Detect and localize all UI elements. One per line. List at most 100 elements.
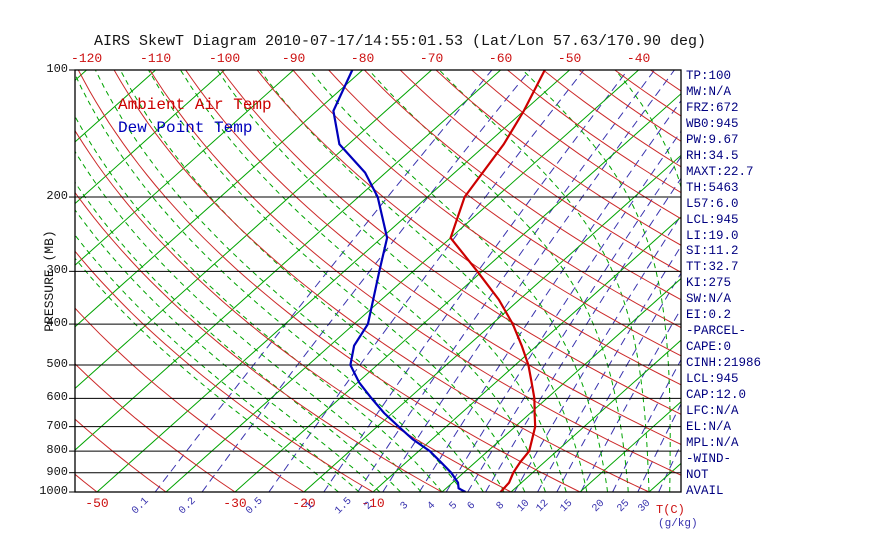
- pressure-tick-label: 300: [46, 263, 68, 278]
- isotherm-line: [75, 70, 432, 390]
- mixing-ratio-line: [445, 130, 681, 492]
- mixing-ratio-line: [201, 70, 531, 492]
- dry-adiabat-lines: [75, 70, 681, 492]
- panel-stat-line: FRZ:672: [686, 100, 739, 115]
- isotherm-line: [648, 462, 681, 492]
- panel-stat-line: -WIND-: [686, 451, 732, 466]
- panel-stat-line: EL:N/A: [686, 419, 732, 434]
- isotherm-line: [75, 70, 156, 143]
- pressure-tick-label: 200: [46, 189, 68, 204]
- panel-stat-line: LCL:945: [686, 212, 739, 227]
- pressure-tick-label: 700: [46, 418, 68, 433]
- pressure-tick-label: 400: [46, 316, 68, 331]
- panel-stat-line: LFC:N/A: [686, 403, 739, 418]
- mixing-ratio-line: [382, 70, 675, 492]
- pressure-tick-label: 900: [46, 464, 68, 479]
- panel-stat-line: CAPE:0: [686, 340, 732, 355]
- isotherm-line: [234, 93, 681, 492]
- bottom-axis-tick-label: -30: [223, 496, 247, 511]
- mixing-ratio-line: [556, 272, 681, 492]
- ambient-air-temp-curve: [449, 70, 546, 492]
- isotherm-lines: [75, 70, 681, 492]
- panel-stat-line: LCL:945: [686, 372, 739, 387]
- dry-adiabat-line: [578, 70, 681, 142]
- dry-adiabat-line: [435, 70, 681, 246]
- panel-stat-line: -PARCEL-: [686, 324, 747, 339]
- isotherm-line: [96, 70, 570, 492]
- dry-adiabat-line: [113, 70, 650, 492]
- dry-adiabat-line: [77, 70, 581, 492]
- panel-stat-line: MW:N/A: [686, 84, 732, 99]
- isotherm-line: [510, 339, 681, 492]
- top-axis-tick-label: -80: [350, 51, 375, 66]
- moist-adiabat-line: [368, 70, 629, 492]
- panel-stat-line: SW:N/A: [686, 292, 732, 307]
- panel-stat-line: SI:11.2: [686, 244, 739, 259]
- moist-adiabat-line: [94, 70, 484, 492]
- bottom-axis-tick-label: -20: [292, 496, 316, 511]
- mixing-ratio-unit-label: (g/kg): [658, 518, 698, 530]
- top-axis-tick-label: -90: [281, 51, 306, 66]
- moist-adiabat-line: [438, 70, 650, 492]
- dry-adiabat-line: [75, 307, 305, 492]
- moist-adiabat-line: [75, 209, 381, 492]
- moist-adiabat-line: [75, 115, 443, 492]
- dry-adiabat-line: [75, 418, 167, 492]
- mixing-ratio-line: [357, 70, 656, 492]
- panel-stat-line: NOT: [686, 467, 709, 482]
- dry-adiabat-line: [542, 70, 681, 168]
- moist-adiabat-line: [180, 70, 546, 492]
- panel-stat-line: RH:34.5: [686, 148, 739, 163]
- moist-adiabat-line: [522, 70, 671, 492]
- mixing-ratio-line: [580, 307, 681, 492]
- dew-point-temp-curve: [332, 70, 467, 492]
- plot-frame: [74, 69, 682, 493]
- top-axis-tick-label: -110: [140, 51, 172, 66]
- isotherm-line: [303, 154, 681, 492]
- panel-stat-line: CINH:21986: [686, 356, 762, 371]
- moist-adiabat-line: [216, 70, 567, 492]
- isotherm-line: [579, 401, 681, 492]
- dry-adiabat-line: [471, 70, 681, 220]
- panel-stat-line: TH:5463: [686, 180, 739, 195]
- temp-unit-label: T(C): [656, 503, 685, 517]
- mixing-ratio-line: [658, 443, 681, 492]
- moist-adiabat-line: [309, 70, 609, 492]
- panel-stat-line: TT:32.7: [686, 260, 739, 275]
- moist-adiabat-line: [148, 70, 526, 492]
- mixing-ratio-line: [637, 403, 681, 492]
- bottom-axis-tick-label: -50: [85, 496, 109, 511]
- legend-ambient-air-temp: Ambient Air Temp: [118, 96, 272, 114]
- dry-adiabat-line: [507, 70, 681, 194]
- isotherm-line: [75, 70, 501, 451]
- moist-adiabat-line: [259, 70, 588, 492]
- pressure-tick-label: 600: [46, 390, 68, 405]
- top-axis-tick-label: -70: [419, 51, 444, 66]
- dry-adiabat-line: [149, 70, 681, 476]
- top-axis-tick-label: -60: [488, 51, 513, 66]
- panel-stat-line: LI:19.0: [686, 228, 739, 243]
- pressure-level-lines: [75, 70, 681, 492]
- panel-stat-line: MAXT:22.7: [686, 164, 754, 179]
- mixing-ratio-line: [323, 70, 629, 492]
- dry-adiabat-line: [650, 70, 681, 92]
- panel-stat-line: L57:6.0: [686, 196, 739, 211]
- pressure-tick-label: 800: [46, 443, 68, 458]
- top-axis-tick-label: -120: [71, 51, 103, 66]
- dry-adiabat-line: [328, 70, 681, 329]
- isotherm-line: [441, 277, 681, 492]
- mixing-ratio-line: [268, 70, 585, 492]
- dry-adiabat-line: [292, 70, 681, 357]
- dry-adiabat-line: [75, 191, 443, 492]
- panel-stat-line: WB0:945: [686, 116, 739, 131]
- dry-adiabat-line: [75, 129, 512, 492]
- moist-adiabat-line: [75, 73, 464, 492]
- panel-stat-line: CAP:12.0: [686, 388, 747, 402]
- pressure-tick-label: 500: [46, 356, 68, 371]
- dry-adiabat-line: [364, 70, 681, 301]
- moist-adiabat-line: [75, 181, 401, 492]
- mixing-ratio-line: [537, 245, 681, 492]
- dry-adiabat-line: [185, 70, 681, 445]
- panel-stat-line: AVAIL: [686, 483, 724, 498]
